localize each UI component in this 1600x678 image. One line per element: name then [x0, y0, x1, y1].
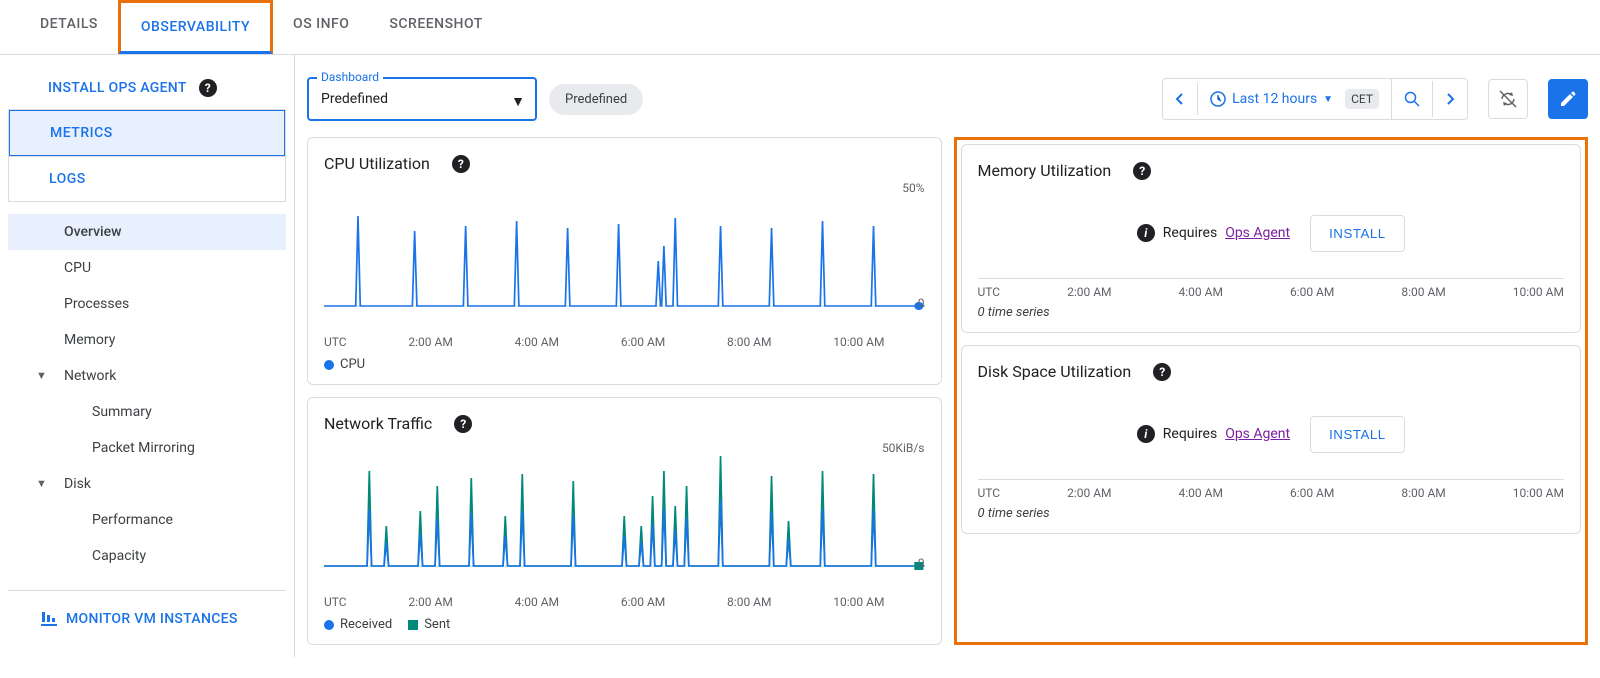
dashboard-select-value: Predefined: [321, 91, 388, 107]
chevron-down-icon: ▼: [36, 477, 47, 490]
tree-performance[interactable]: Performance: [8, 502, 286, 538]
tab-observability[interactable]: OBSERVABILITY: [118, 0, 273, 54]
tree-memory[interactable]: Memory: [8, 322, 286, 358]
y-axis-top: 50%: [902, 181, 924, 195]
help-icon[interactable]: ?: [452, 155, 470, 173]
cpu-chart: 50% 0: [324, 181, 925, 331]
network-chart: 50KiB/s 0: [324, 441, 925, 591]
help-icon[interactable]: ?: [454, 415, 472, 433]
predefined-pill: Predefined: [549, 84, 643, 115]
tab-screenshot[interactable]: SCREENSHOT: [369, 0, 502, 54]
tree-network-label: Network: [64, 368, 116, 384]
monitor-vm-instances-link[interactable]: MONITOR VM INSTANCES: [0, 591, 294, 647]
info-icon: i: [1137, 425, 1155, 443]
disk-empty-message: i Requires Ops Agent INSTALL: [978, 389, 1565, 479]
timezone-badge: CET: [1345, 89, 1379, 109]
network-legend: ReceivedSent: [324, 609, 925, 632]
ops-agent-link[interactable]: Ops Agent: [1225, 426, 1290, 442]
cpu-utilization-card: CPU Utilization? 50% 0 UTC2:00 AM4:00 AM…: [307, 137, 942, 385]
pencil-icon: [1559, 90, 1577, 108]
requires-label: Requires: [1163, 225, 1217, 241]
cpu-legend: CPU: [324, 349, 925, 372]
disk-x-axis: UTC2:00 AM4:00 AM6:00 AM8:00 AM10:00 AM: [978, 479, 1565, 500]
tree-packet-mirroring[interactable]: Packet Mirroring: [8, 430, 286, 466]
help-icon[interactable]: ?: [1153, 363, 1171, 381]
sidebar-tab-metrics[interactable]: METRICS: [9, 110, 285, 156]
time-range-controls: Last 12 hours ▼ CET: [1162, 78, 1468, 120]
memory-utilization-card: Memory Utilization? i Requires Ops Agent…: [961, 144, 1582, 333]
clock-icon: [1210, 91, 1226, 107]
tree-disk-label: Disk: [64, 476, 91, 492]
ops-agent-link[interactable]: Ops Agent: [1225, 225, 1290, 241]
info-icon: i: [1137, 224, 1155, 242]
chevron-right-icon: [1445, 93, 1455, 105]
install-ops-agent-link[interactable]: INSTALL OPS AGENT: [48, 80, 187, 96]
caret-down-icon: ▼: [1323, 94, 1333, 105]
top-tabs: DETAILS OBSERVABILITY OS INFO SCREENSHOT: [0, 0, 1600, 55]
disk-card-title: Disk Space Utilization: [978, 362, 1132, 381]
network-card-title: Network Traffic: [324, 414, 432, 433]
network-traffic-card: Network Traffic? 50KiB/s 0 UTC2:00 AM4:0…: [307, 397, 942, 645]
tree-disk[interactable]: ▼ Disk: [8, 466, 286, 502]
zero-time-series: 0 time series: [978, 299, 1565, 320]
time-next-button[interactable]: [1433, 83, 1467, 115]
tree-overview[interactable]: Overview: [8, 214, 286, 250]
memory-empty-message: i Requires Ops Agent INSTALL: [978, 188, 1565, 278]
cpu-x-axis: UTC2:00 AM4:00 AM6:00 AM8:00 AM10:00 AM: [324, 331, 925, 349]
sidebar-tree: Overview CPU Processes Memory ▼ Network S…: [8, 202, 286, 591]
install-button[interactable]: INSTALL: [1310, 416, 1405, 453]
search-icon: [1404, 91, 1420, 107]
network-x-axis: UTC2:00 AM4:00 AM6:00 AM8:00 AM10:00 AM: [324, 591, 925, 609]
tree-summary[interactable]: Summary: [8, 394, 286, 430]
memory-card-title: Memory Utilization: [978, 161, 1112, 180]
sidebar: INSTALL OPS AGENT ? METRICS LOGS Overvie…: [0, 55, 295, 657]
time-prev-button[interactable]: [1163, 83, 1198, 115]
refresh-off-icon: [1498, 89, 1518, 109]
monitor-vm-label: MONITOR VM INSTANCES: [66, 611, 238, 627]
chevron-left-icon: [1175, 93, 1185, 105]
monitor-icon: [40, 612, 58, 626]
cpu-card-title: CPU Utilization: [324, 154, 430, 173]
zero-time-series: 0 time series: [978, 500, 1565, 521]
requires-label: Requires: [1163, 426, 1217, 442]
install-button[interactable]: INSTALL: [1310, 215, 1405, 252]
tree-processes[interactable]: Processes: [8, 286, 286, 322]
dashboard-select[interactable]: Dashboard Predefined ▼: [307, 77, 537, 121]
edit-button[interactable]: [1548, 79, 1588, 119]
y-axis-top: 50KiB/s: [882, 441, 925, 455]
chevron-down-icon: ▼: [36, 369, 47, 382]
caret-down-icon: ▼: [511, 93, 525, 110]
y-axis-bottom: 0: [918, 556, 925, 570]
time-range-button[interactable]: Last 12 hours ▼ CET: [1198, 79, 1392, 119]
help-icon[interactable]: ?: [199, 79, 217, 97]
tree-cpu[interactable]: CPU: [8, 250, 286, 286]
y-axis-bottom: 0: [918, 296, 925, 310]
dashboard-select-label: Dashboard: [317, 70, 383, 84]
tree-capacity[interactable]: Capacity: [8, 538, 286, 574]
disk-space-utilization-card: Disk Space Utilization? i Requires Ops A…: [961, 345, 1582, 534]
right-column-highlighted: Memory Utilization? i Requires Ops Agent…: [954, 137, 1589, 645]
sidebar-tab-logs[interactable]: LOGS: [9, 156, 285, 201]
main-content: Dashboard Predefined ▼ Predefined Last 1…: [295, 55, 1600, 657]
time-range-label: Last 12 hours: [1232, 91, 1317, 107]
tab-details[interactable]: DETAILS: [20, 0, 118, 54]
tree-network[interactable]: ▼ Network: [8, 358, 286, 394]
help-icon[interactable]: ?: [1133, 162, 1151, 180]
left-column: CPU Utilization? 50% 0 UTC2:00 AM4:00 AM…: [307, 137, 942, 645]
auto-refresh-off-button[interactable]: [1488, 79, 1528, 119]
tab-osinfo[interactable]: OS INFO: [273, 0, 369, 54]
time-zoom-button[interactable]: [1392, 81, 1433, 117]
memory-x-axis: UTC2:00 AM4:00 AM6:00 AM8:00 AM10:00 AM: [978, 278, 1565, 299]
toolbar: Dashboard Predefined ▼ Predefined Last 1…: [307, 77, 1588, 121]
